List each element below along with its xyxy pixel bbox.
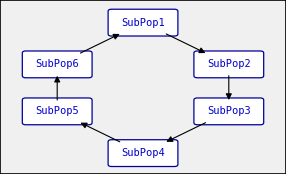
FancyBboxPatch shape: [194, 98, 264, 125]
FancyBboxPatch shape: [108, 140, 178, 167]
FancyBboxPatch shape: [108, 9, 178, 36]
Text: SubPop6: SubPop6: [35, 59, 79, 69]
FancyBboxPatch shape: [194, 51, 264, 78]
FancyBboxPatch shape: [22, 51, 92, 78]
Text: SubPop3: SubPop3: [207, 106, 251, 116]
FancyBboxPatch shape: [22, 98, 92, 125]
Text: SubPop5: SubPop5: [35, 106, 79, 116]
Text: SubPop2: SubPop2: [207, 59, 251, 69]
Text: SubPop4: SubPop4: [121, 148, 165, 158]
Text: SubPop1: SubPop1: [121, 18, 165, 28]
